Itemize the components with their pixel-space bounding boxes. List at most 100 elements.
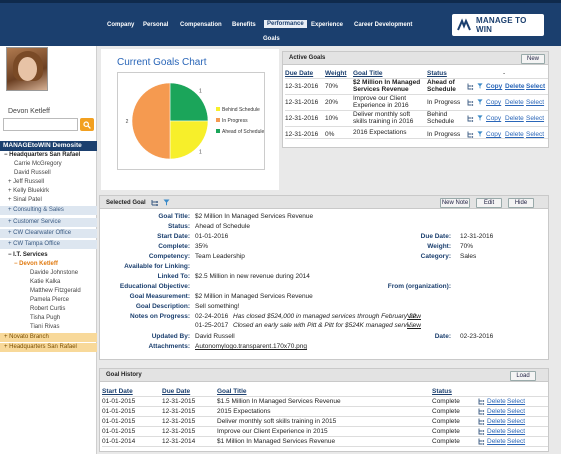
copy-link[interactable]: Copy [486, 83, 503, 90]
avatar [6, 47, 48, 91]
hide-button[interactable]: Hide [508, 198, 534, 208]
new-goal-button[interactable]: New [521, 54, 545, 64]
pie-slice-ahead-of-schedule[interactable] [169, 82, 209, 122]
delete-link[interactable]: Delete [487, 438, 506, 445]
select-link[interactable]: Select [507, 428, 526, 435]
tree-item-tisha[interactable]: Tisha Pugh [30, 315, 61, 321]
tree-item-sinal[interactable]: + Sinal Patel [8, 197, 42, 203]
subnav-goals[interactable]: Goals [263, 36, 280, 42]
tree-link-icon[interactable] [478, 438, 485, 447]
table-row[interactable]: 12-31-2016 0% 2016 Expectations In Progress… [285, 127, 548, 139]
nav-compensation[interactable]: Compensation [180, 22, 222, 28]
pie-slice-in-progress[interactable] [131, 82, 171, 160]
delete-link[interactable]: Delete [487, 428, 506, 435]
attachment-link[interactable]: Autonomylogo.transparent.170x70.png [195, 343, 308, 350]
tree-item-headquarters[interactable]: − Headquarters San Rafael [4, 152, 81, 158]
nav-performance[interactable]: Performance [264, 20, 307, 28]
tree-item-robert[interactable]: Robert Curtis [30, 306, 66, 312]
tree-item-carrie[interactable]: Carrie McGregory [14, 161, 62, 167]
filter-icon[interactable] [163, 199, 170, 206]
search-button[interactable] [80, 118, 94, 131]
filter-icon[interactable] [477, 131, 483, 139]
col-weight[interactable]: Weight [325, 70, 347, 77]
tree-item-novato[interactable]: + Novato Branch [0, 333, 97, 342]
delete-link[interactable]: Delete [487, 418, 506, 425]
edit-button[interactable]: Edit [476, 198, 502, 208]
select-link[interactable]: Select [526, 99, 545, 106]
nav-experience[interactable]: Experience [311, 22, 344, 28]
select-link[interactable]: Select [526, 131, 545, 138]
table-row[interactable]: 01-01-2014 12-31-2014 $1 Million In Manage… [102, 437, 548, 447]
delete-link[interactable]: Delete [487, 408, 506, 415]
select-link[interactable]: Select [526, 83, 546, 90]
col-goal-title[interactable]: Goal Title [217, 388, 247, 395]
copy-link[interactable]: Copy [486, 99, 502, 106]
org-tree-header[interactable]: MANAGEtoWIN Demosite [0, 141, 97, 151]
search-input[interactable] [3, 118, 78, 131]
select-link[interactable]: Select [507, 398, 526, 405]
tree-link-icon[interactable] [467, 83, 474, 92]
delete-link[interactable]: Delete [505, 99, 524, 106]
tree-item-jeff[interactable]: + Jeff Russell [8, 179, 45, 185]
select-link[interactable]: Select [526, 115, 545, 122]
table-row[interactable]: 01-01-2015 12-31-2015 Deliver monthly soft… [102, 417, 548, 427]
tree-item-kelly[interactable]: + Kelly Bluekirk [8, 188, 50, 194]
table-row[interactable]: 01-01-2015 12-31-2015 2015 Expectations Com… [102, 407, 548, 417]
copy-link[interactable]: Copy [486, 131, 502, 138]
due-date-value: 12-31-2016 [460, 233, 494, 240]
note-1-view-link[interactable]: View [407, 313, 421, 320]
delete-link[interactable]: Delete [505, 115, 524, 122]
filter-icon[interactable] [477, 83, 483, 91]
col-due-date[interactable]: Due Date [162, 388, 191, 395]
nav-company[interactable]: Company [107, 22, 135, 28]
col-goal-title[interactable]: Goal Title [353, 70, 383, 77]
tree-item-tiani[interactable]: Tiani Rivas [30, 324, 60, 330]
tree-link-icon[interactable] [467, 99, 474, 108]
note-2-view-link[interactable]: View [407, 322, 421, 329]
tree-item-davide[interactable]: Davide Johnstone [30, 270, 79, 276]
pie-slice-behind-schedule[interactable] [169, 120, 209, 160]
col-status[interactable]: Status [427, 70, 447, 77]
tree-link-icon[interactable] [478, 428, 485, 437]
tree-link-icon[interactable] [467, 115, 474, 124]
table-row[interactable]: 12-31-2016 70% $2 Million In Managed Servi… [285, 79, 548, 95]
tree-item-hq-san-rafael[interactable]: + Headquarters San Rafael [0, 343, 97, 352]
table-row[interactable]: 12-31-2016 20% Improve our Client Experien… [285, 95, 548, 111]
tree-link-icon[interactable] [478, 398, 485, 407]
tree-link-icon[interactable] [478, 408, 485, 417]
tree-item-it-services[interactable]: − I.T. Services [8, 252, 48, 258]
linked-to-label: Linked To: [157, 273, 190, 280]
tree-link-icon[interactable] [151, 199, 159, 206]
table-row[interactable]: 01-01-2015 12-31-2015 $1.5 Million In Mana… [102, 397, 548, 407]
select-link[interactable]: Select [507, 418, 526, 425]
col-status[interactable]: Status [432, 388, 452, 395]
tree-link-icon[interactable] [478, 418, 485, 427]
delete-link[interactable]: Delete [505, 83, 525, 90]
select-link[interactable]: Select [507, 438, 526, 445]
col-start-date[interactable]: Start Date [102, 388, 133, 395]
tree-item-katie[interactable]: Katie Kalka [30, 279, 61, 285]
tree-item-matthew[interactable]: Matthew Fitzgerald [30, 288, 81, 294]
nav-benefits[interactable]: Benefits [232, 22, 256, 28]
tree-item-cw-clearwater[interactable]: + CW Clearwater Office [0, 229, 97, 238]
table-row[interactable]: 12-31-2016 10% Deliver monthly soft skills… [285, 111, 548, 127]
tree-item-cw-tampa[interactable]: + CW Tampa Office [0, 240, 97, 249]
filter-icon[interactable] [477, 99, 483, 107]
tree-item-devon[interactable]: − Devon Ketleff [14, 261, 58, 267]
delete-link[interactable]: Delete [487, 398, 506, 405]
tree-item-pamela[interactable]: Pamela Pierce [30, 297, 70, 303]
tree-item-customer-service[interactable]: + Customer Service [0, 218, 97, 227]
filter-icon[interactable] [477, 115, 483, 123]
tree-link-icon[interactable] [467, 131, 474, 140]
load-button[interactable]: Load [510, 371, 536, 381]
table-row[interactable]: 01-01-2015 12-31-2015 Improve our Client E… [102, 427, 548, 437]
delete-link[interactable]: Delete [505, 131, 524, 138]
select-link[interactable]: Select [507, 408, 526, 415]
nav-career-development[interactable]: Career Development [354, 22, 413, 28]
tree-item-david[interactable]: David Russell [14, 170, 51, 176]
copy-link[interactable]: Copy [486, 115, 502, 122]
nav-personal[interactable]: Personal [143, 22, 169, 28]
tree-item-consulting[interactable]: + Consulting & Sales [0, 206, 97, 215]
col-due-date[interactable]: Due Date [285, 70, 314, 77]
new-note-button[interactable]: New Note [440, 198, 470, 208]
